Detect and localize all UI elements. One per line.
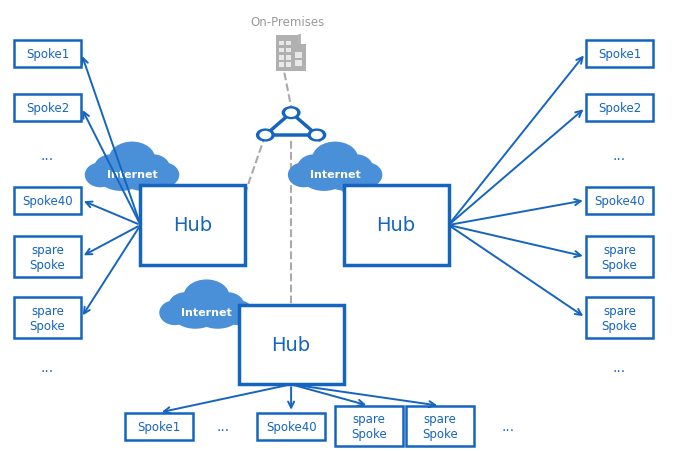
Text: spare
Spoke: spare Spoke [30,243,65,271]
Ellipse shape [110,143,154,175]
Text: spare
Spoke: spare Spoke [422,412,458,440]
Ellipse shape [288,164,318,187]
FancyBboxPatch shape [344,186,448,265]
Ellipse shape [303,167,345,191]
Text: ...: ... [613,149,626,162]
Text: Internet: Internet [181,307,232,317]
Ellipse shape [326,167,367,191]
Text: Hub: Hub [271,336,311,354]
Text: Spoke1: Spoke1 [26,48,69,60]
FancyBboxPatch shape [14,95,81,122]
Text: On-Premises: On-Premises [250,16,325,29]
FancyBboxPatch shape [406,406,474,446]
Text: Internet: Internet [310,170,360,179]
Text: spare
Spoke: spare Spoke [602,243,637,271]
FancyBboxPatch shape [279,41,284,46]
Ellipse shape [95,156,129,181]
Ellipse shape [85,164,115,187]
FancyBboxPatch shape [279,56,284,60]
FancyBboxPatch shape [14,41,81,68]
Polygon shape [265,113,317,136]
FancyBboxPatch shape [335,406,403,446]
Ellipse shape [135,156,169,181]
Text: ...: ... [217,419,230,433]
FancyBboxPatch shape [125,413,193,440]
FancyBboxPatch shape [14,187,81,214]
FancyBboxPatch shape [140,186,245,265]
Circle shape [311,132,322,139]
Circle shape [260,132,271,139]
Text: Spoke40: Spoke40 [22,194,72,207]
Ellipse shape [352,164,382,187]
FancyBboxPatch shape [586,298,653,338]
Ellipse shape [169,293,203,318]
FancyBboxPatch shape [257,413,325,440]
Ellipse shape [123,167,164,191]
FancyBboxPatch shape [295,53,302,59]
FancyBboxPatch shape [14,298,81,338]
Ellipse shape [160,301,190,325]
FancyBboxPatch shape [238,306,344,384]
FancyBboxPatch shape [291,45,306,72]
FancyBboxPatch shape [279,63,284,68]
FancyBboxPatch shape [286,41,291,46]
FancyBboxPatch shape [586,187,653,214]
Text: Spoke1: Spoke1 [137,420,181,433]
Circle shape [286,110,297,117]
Text: spare
Spoke: spare Spoke [351,412,387,440]
Circle shape [257,130,274,142]
FancyBboxPatch shape [286,63,291,68]
Circle shape [308,130,326,142]
Ellipse shape [339,156,372,181]
Ellipse shape [197,305,238,328]
FancyBboxPatch shape [586,237,653,277]
Circle shape [282,108,300,120]
Text: Spoke2: Spoke2 [26,102,69,115]
Text: ...: ... [613,361,626,374]
FancyBboxPatch shape [586,41,653,68]
FancyBboxPatch shape [295,61,302,67]
Text: spare
Spoke: spare Spoke [30,304,65,332]
Text: Hub: Hub [173,216,213,235]
FancyBboxPatch shape [14,237,81,277]
Ellipse shape [298,156,331,181]
FancyBboxPatch shape [586,95,653,122]
Ellipse shape [313,143,357,175]
Text: Spoke1: Spoke1 [598,48,641,60]
Text: ...: ... [41,361,54,374]
Ellipse shape [223,301,253,325]
Ellipse shape [100,167,141,191]
Text: Internet: Internet [107,170,157,179]
Text: ...: ... [41,149,54,162]
Ellipse shape [210,293,244,318]
FancyBboxPatch shape [279,49,284,53]
Ellipse shape [184,281,229,313]
Text: ...: ... [501,419,515,433]
Text: spare
Spoke: spare Spoke [602,304,637,332]
Text: Spoke40: Spoke40 [266,420,316,433]
FancyBboxPatch shape [276,36,298,72]
Text: Spoke40: Spoke40 [594,194,645,207]
FancyBboxPatch shape [286,56,291,60]
Text: Hub: Hub [376,216,416,235]
Text: Spoke2: Spoke2 [598,102,641,115]
FancyBboxPatch shape [286,49,291,53]
Ellipse shape [149,164,179,187]
Ellipse shape [175,305,216,328]
